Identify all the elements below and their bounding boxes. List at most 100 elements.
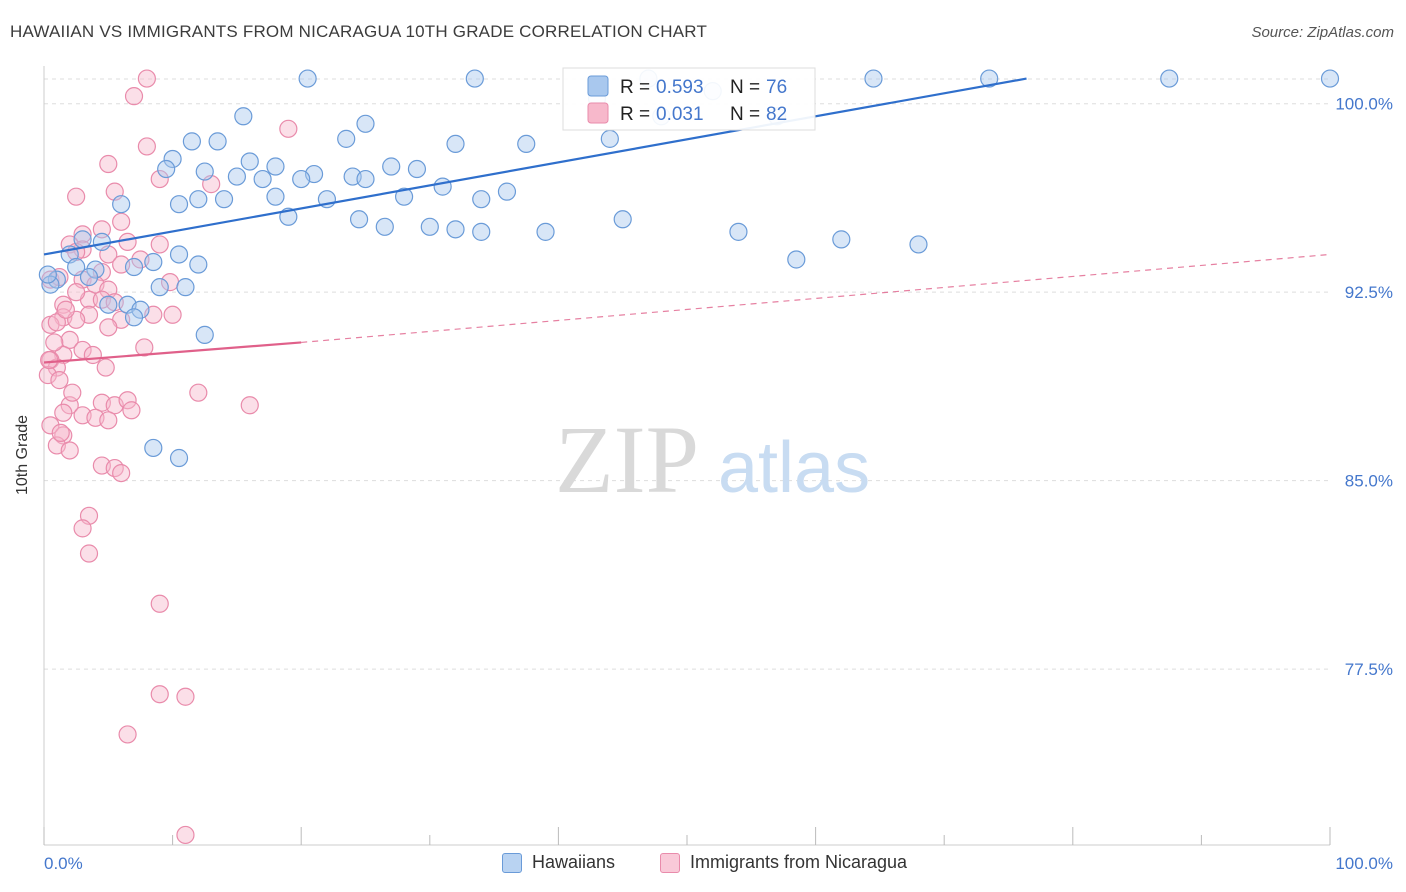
nicaragua-swatch — [660, 852, 680, 873]
nicaragua-point — [150, 235, 169, 254]
hawaiians-point — [980, 69, 999, 88]
legend-r-value: 0.031 — [656, 104, 704, 125]
nicaragua-point — [67, 283, 86, 302]
hawaiians-point — [266, 187, 285, 206]
hawaiians-point — [227, 167, 246, 186]
hawaiians-point — [832, 230, 851, 249]
nicaragua-point — [54, 295, 73, 314]
watermark-zip: ZIP — [555, 406, 699, 513]
hawaiians-point — [163, 149, 182, 169]
hawaiians-point — [517, 134, 536, 153]
nicaragua-point — [189, 383, 208, 402]
bottom-legend: Hawaiians Immigrants from Nicaragua — [0, 852, 1406, 878]
nicaragua-point — [54, 403, 73, 422]
nicaragua-point — [45, 333, 64, 352]
hawaiians-point — [909, 235, 928, 254]
hawaiians-point — [864, 69, 883, 88]
source-credit: Source: ZipAtlas.com — [1251, 24, 1394, 41]
nicaragua-point — [118, 391, 137, 410]
nicaragua-point — [60, 330, 79, 350]
legend-r-label: R = — [620, 104, 650, 125]
hawaiians-point — [150, 278, 169, 297]
nicaragua-point — [51, 423, 70, 442]
x-tick-label: 0.0% — [44, 854, 83, 873]
hawaiians-point — [497, 182, 517, 201]
hawaiians-point — [433, 177, 452, 196]
hawaiians-point — [1320, 69, 1340, 88]
legend-n-label: N = — [730, 77, 760, 98]
hawaiians-point — [214, 190, 234, 209]
nicaragua-point — [40, 350, 59, 370]
nicaragua-point — [137, 69, 156, 88]
hawaiians-point — [253, 169, 272, 189]
nicaragua-point — [176, 825, 195, 845]
nicaragua-point — [99, 318, 118, 337]
hawaiians-point — [195, 162, 214, 181]
nicaragua-point — [73, 519, 92, 538]
nicaragua-point — [60, 441, 79, 460]
hawaiians-point — [613, 210, 632, 229]
nicaragua-point — [124, 87, 144, 106]
hawaiians-point — [729, 222, 748, 241]
y-tick-label: 77.5% — [1345, 660, 1393, 679]
hawaiians-swatch — [502, 852, 522, 873]
hawaiians-point — [472, 190, 491, 209]
hawaiians-point — [92, 232, 111, 252]
hawaiians-point — [407, 159, 427, 179]
legend-box: R = 0.593 N = 76 R = 0.031 N = 82 — [562, 67, 816, 131]
hawaiians-point — [266, 157, 285, 176]
hawaiians-point — [208, 132, 227, 151]
legend-n-value: 76 — [766, 77, 787, 98]
hawaiians-point — [375, 217, 394, 236]
bottom-legend-nicaragua[interactable]: Immigrants from Nicaragua — [660, 852, 907, 873]
axes — [43, 66, 1331, 846]
nicaragua-point — [279, 119, 298, 138]
hawaiians-point — [131, 300, 150, 319]
nicaragua-point — [99, 411, 118, 430]
hawaiians-point — [169, 448, 189, 468]
hawaiians-point — [195, 325, 214, 344]
nicaragua-point — [92, 220, 111, 239]
hawaiians-point — [189, 190, 208, 209]
y-tick-label: 85.0% — [1345, 472, 1393, 491]
x-tick-label: 100.0% — [1335, 854, 1393, 873]
hawaiians-point — [356, 114, 375, 133]
hawaiians-point — [240, 152, 259, 171]
hawaiians-point — [292, 169, 311, 189]
hawaiians-point — [446, 134, 465, 153]
hawaiians-point — [112, 195, 131, 214]
nicaragua-point — [56, 300, 75, 319]
legend-r-value: 0.593 — [656, 77, 704, 98]
hawaiians-point — [176, 278, 195, 297]
hawaiians-point — [420, 217, 439, 236]
nicaragua-point — [79, 544, 99, 563]
nicaragua-trend-line — [43, 341, 302, 364]
hawaiians-point — [600, 129, 619, 148]
nicaragua-point — [150, 685, 169, 704]
nicaragua-point — [38, 365, 57, 385]
hawaiians-point — [79, 267, 99, 287]
nicaragua-point — [176, 687, 195, 706]
nicaragua-point — [112, 463, 131, 483]
hawaiians-point — [349, 210, 369, 229]
bottom-legend-hawaiians[interactable]: Hawaiians — [502, 852, 615, 873]
nicaragua-point — [118, 232, 137, 252]
hawaiians-point — [182, 132, 201, 151]
watermark-atlas: atlas — [718, 428, 870, 508]
nicaragua-point — [41, 416, 60, 435]
tick-labels: 77.5% 85.0% 92.5% 100.0% 0.0% 100.0% — [44, 95, 1393, 873]
nicaragua-point — [112, 212, 131, 231]
hawaiians-point — [124, 257, 144, 277]
legend-n-label: N = — [730, 104, 760, 125]
hawaiians-point — [465, 69, 484, 88]
nicaragua-point — [150, 594, 169, 613]
legend-swatch — [587, 75, 609, 97]
legend-swatch — [587, 102, 609, 124]
hawaiians-point — [73, 230, 92, 249]
nicaragua-point — [47, 313, 66, 332]
hawaiians-point — [787, 250, 806, 269]
hawaiians-point — [446, 220, 465, 239]
legend-n-value: 82 — [766, 104, 787, 125]
nicaragua-point — [122, 401, 141, 420]
nicaragua-point — [96, 358, 115, 377]
